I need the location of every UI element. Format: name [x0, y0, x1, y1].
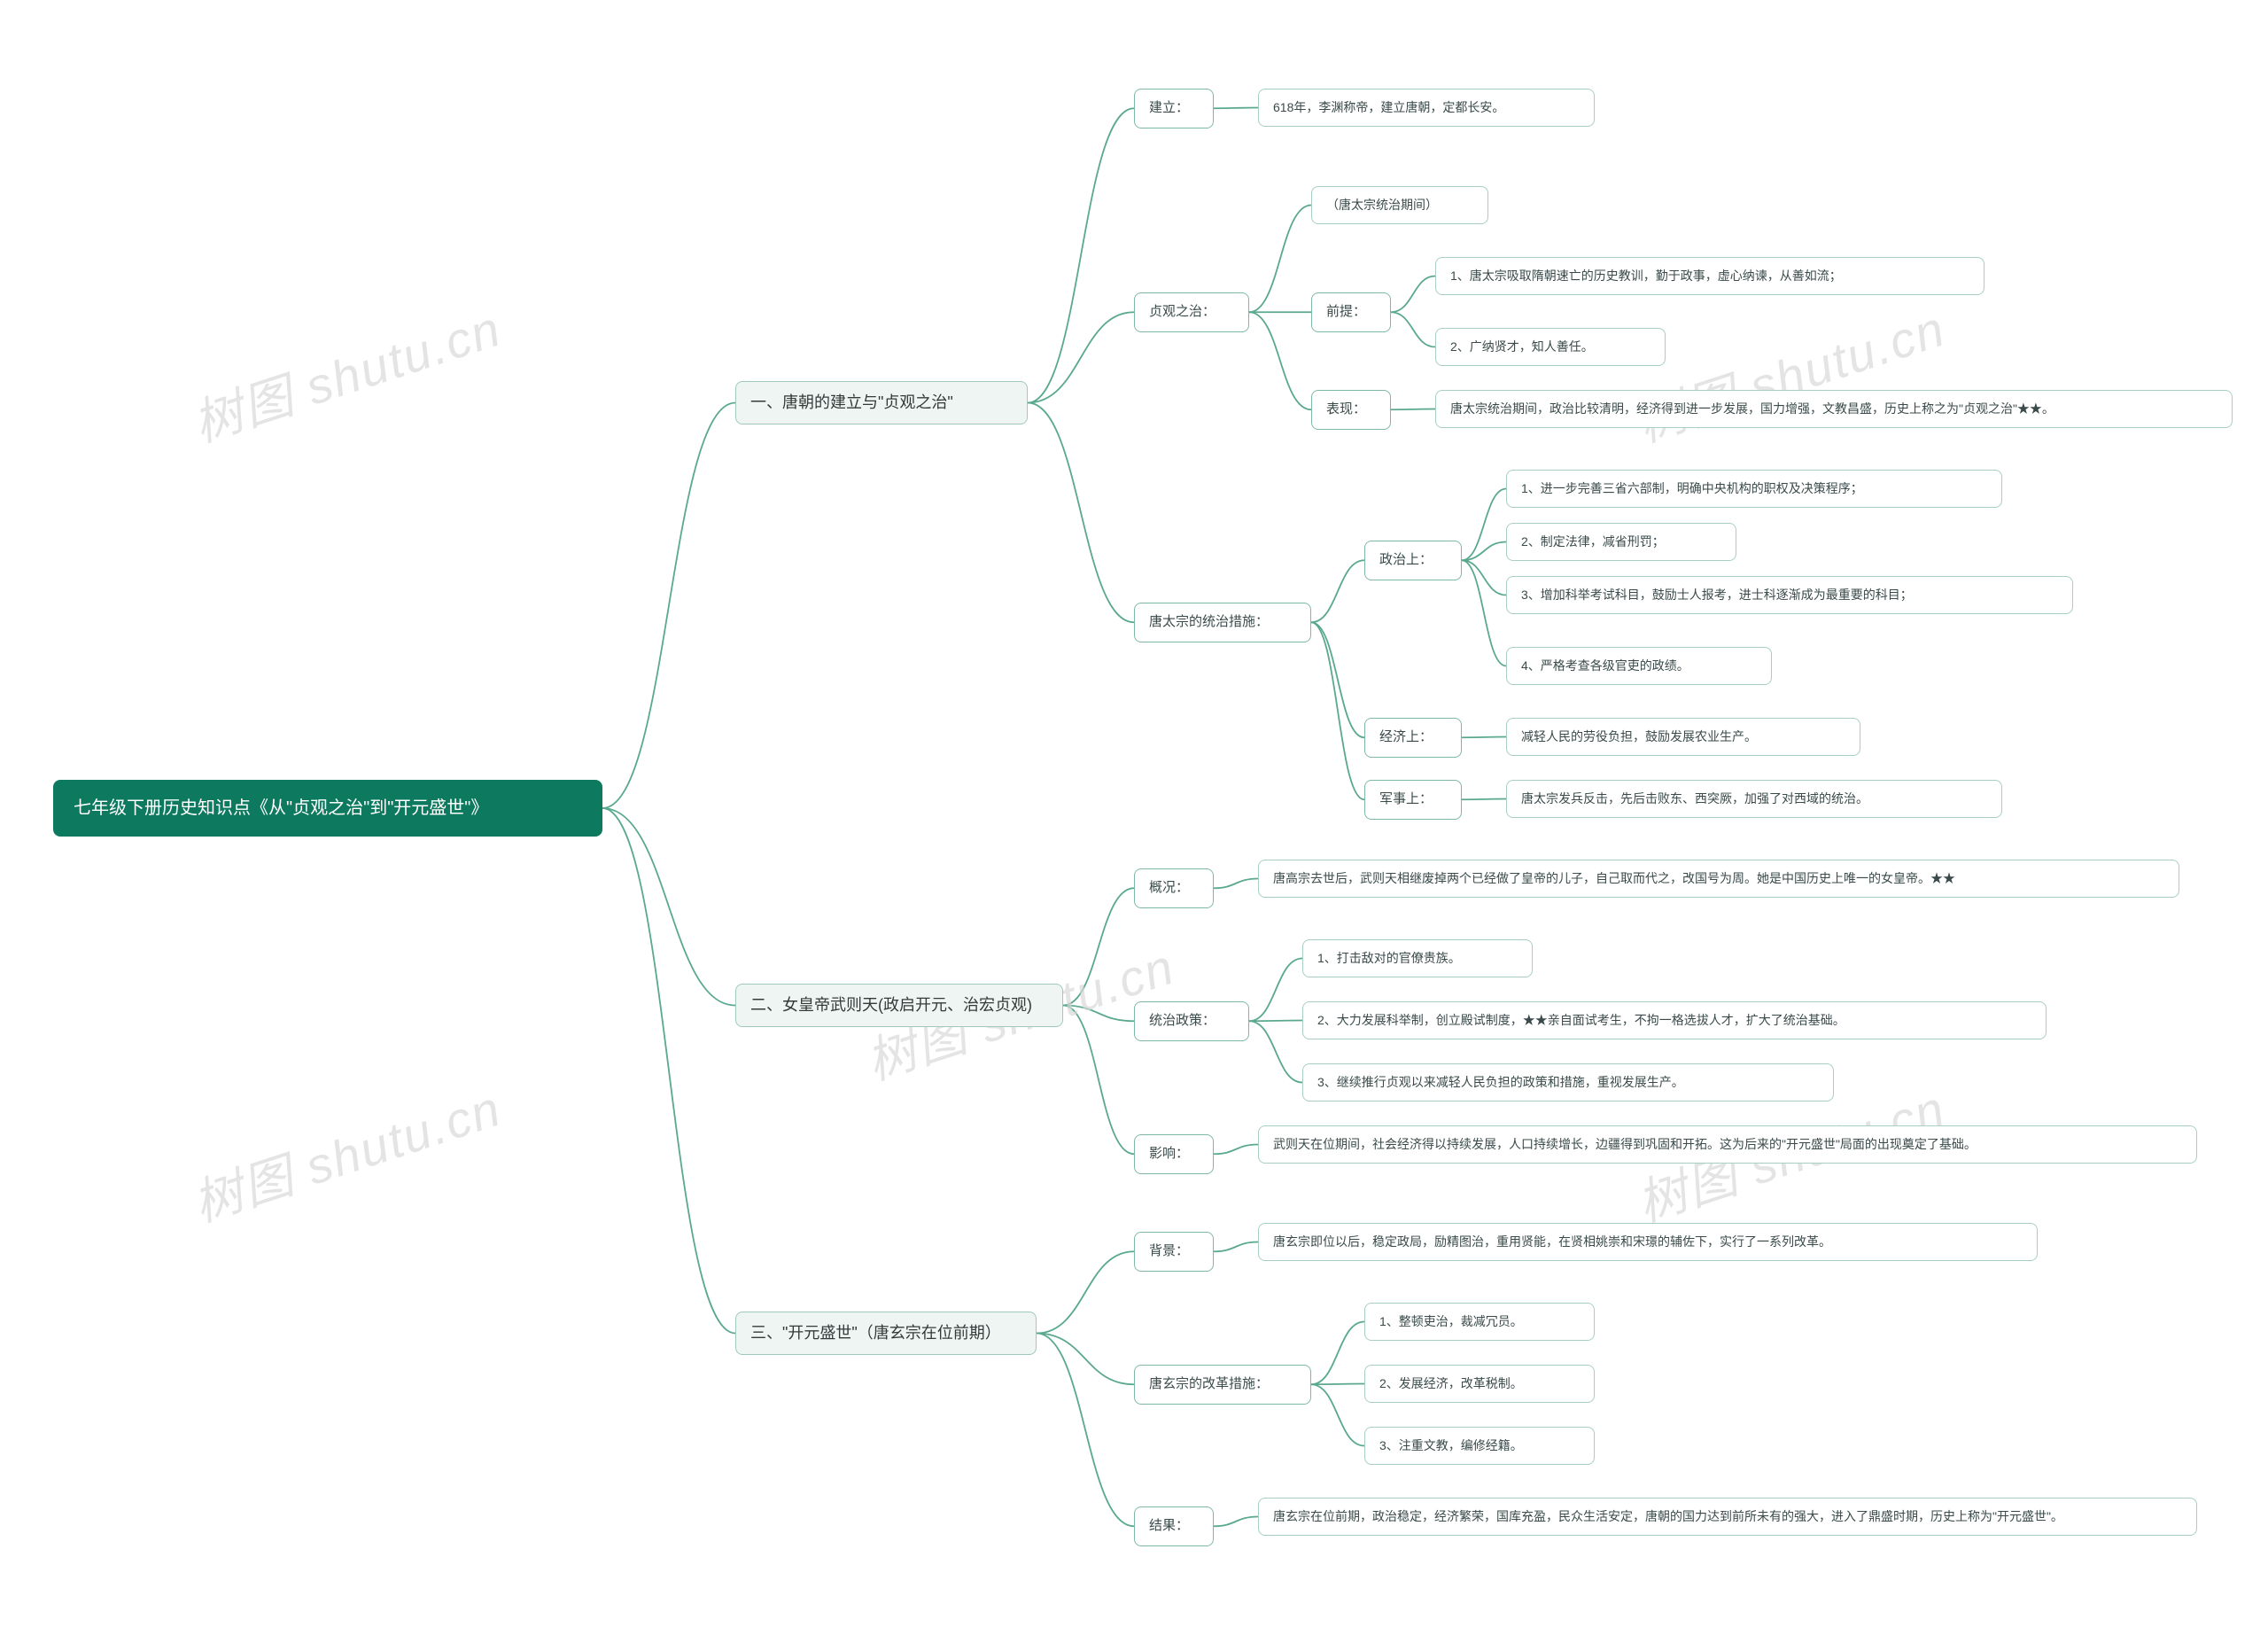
edge-s3_2-l3_2a — [1311, 1322, 1364, 1385]
node-l1_3_1a[interactable]: 1、进一步完善三省六部制，明确中央机构的职权及决策程序； — [1506, 470, 2002, 508]
node-l1_2_2a[interactable]: 1、唐太宗吸取隋朝速亡的历史教训，勤于政事，虚心纳谏，从善如流； — [1435, 257, 1984, 295]
node-s1_3[interactable]: 唐太宗的统治措施： — [1134, 603, 1311, 642]
node-l3_2a[interactable]: 1、整顿吏治，裁减冗员。 — [1364, 1303, 1595, 1341]
edge-b1-s1_3 — [1028, 403, 1134, 623]
edge-b3-s3_2 — [1037, 1334, 1134, 1385]
node-s1_3_1[interactable]: 政治上： — [1364, 541, 1462, 580]
edge-b2-s2_3 — [1063, 1006, 1134, 1155]
node-l2_3[interactable]: 武则天在位期间，社会经济得以持续发展，人口持续增长，边疆得到巩固和开拓。这为后来… — [1258, 1125, 2197, 1164]
node-l3_1[interactable]: 唐玄宗即位以后，稳定政局，励精图治，重用贤能，在贤相姚崇和宋璟的辅佐下，实行了一… — [1258, 1223, 2038, 1261]
node-l1_2_3[interactable]: 唐太宗统治期间，政治比较清明，经济得到进一步发展，国力增强，文教昌盛，历史上称之… — [1435, 390, 2233, 428]
edge-s2_3-l2_3 — [1214, 1145, 1258, 1155]
edge-s3_1-l3_1 — [1214, 1242, 1258, 1252]
edge-s2_2-l2_2c — [1249, 1021, 1302, 1082]
node-b2[interactable]: 二、女皇帝武则天(政启开元、治宏贞观) — [735, 984, 1063, 1027]
edge-root-b3 — [602, 808, 735, 1334]
edge-s3_3-l3_3 — [1214, 1517, 1258, 1527]
node-s2_3[interactable]: 影响： — [1134, 1134, 1214, 1174]
node-s1_1[interactable]: 建立： — [1134, 89, 1214, 128]
edge-b1-s1_2 — [1028, 312, 1134, 402]
node-l1_2_2b[interactable]: 2、广纳贤才，知人善任。 — [1435, 328, 1666, 366]
node-s3_3[interactable]: 结果： — [1134, 1506, 1214, 1546]
watermark: 树图 shutu.cn — [183, 1069, 509, 1236]
node-s3_1[interactable]: 背景： — [1134, 1232, 1214, 1272]
node-l1_3_1b[interactable]: 2、制定法律，减省刑罚； — [1506, 523, 1736, 561]
node-l1_3_1c[interactable]: 3、增加科举考试科目，鼓励士人报考，进士科逐渐成为最重要的科目； — [1506, 576, 2073, 614]
node-l3_2b[interactable]: 2、发展经济，改革税制。 — [1364, 1365, 1595, 1403]
node-l2_2b[interactable]: 2、大力发展科举制，创立殿试制度，★★亲自面试考生，不拘一格选拔人才，扩大了统治… — [1302, 1001, 2047, 1039]
node-s1_2_2[interactable]: 前提： — [1311, 292, 1391, 332]
edge-s1_3_1-l1_3_1c — [1462, 560, 1506, 595]
edge-s1_2-s1_2_3 — [1249, 312, 1311, 409]
edge-b2-s2_1 — [1063, 888, 1134, 1005]
edge-b1-s1_1 — [1028, 108, 1134, 402]
edge-root-b2 — [602, 808, 735, 1006]
node-l1_1_1[interactable]: 618年，李渊称帝，建立唐朝，定都长安。 — [1258, 89, 1595, 127]
node-l2_2a[interactable]: 1、打击敌对的官僚贵族。 — [1302, 939, 1533, 977]
node-s2_2[interactable]: 统治政策： — [1134, 1001, 1249, 1041]
watermark: 树图 shutu.cn — [183, 289, 509, 456]
node-b1[interactable]: 一、唐朝的建立与"贞观之治" — [735, 381, 1028, 424]
node-s2_1[interactable]: 概况： — [1134, 868, 1214, 908]
node-s1_2[interactable]: 贞观之治： — [1134, 292, 1249, 332]
edge-s1_2_3-l1_2_3 — [1391, 409, 1435, 410]
node-l2_1[interactable]: 唐高宗去世后，武则天相继废掉两个已经做了皇帝的儿子，自己取而代之，改国号为周。她… — [1258, 860, 2179, 898]
edge-s1_3_1-l1_3_1d — [1462, 560, 1506, 666]
edge-s1_3_2-l1_3_2 — [1462, 737, 1506, 738]
edge-s2_2-l2_2b — [1249, 1021, 1302, 1022]
mindmap-canvas: 树图 shutu.cn树图 shutu.cn树图 shutu.cn树图 shut… — [0, 0, 2268, 1627]
edge-s2_2-l2_2a — [1249, 959, 1302, 1022]
node-b3[interactable]: 三、"开元盛世"（唐玄宗在位前期） — [735, 1312, 1037, 1355]
node-l1_3_2[interactable]: 减轻人民的劳役负担，鼓励发展农业生产。 — [1506, 718, 1860, 756]
node-l3_3[interactable]: 唐玄宗在位前期，政治稳定，经济繁荣，国库充盈，民众生活安定，唐朝的国力达到前所未… — [1258, 1498, 2197, 1536]
edge-s2_1-l2_1 — [1214, 879, 1258, 889]
edge-s1_3_3-l1_3_3 — [1462, 799, 1506, 800]
node-s1_2_3[interactable]: 表现： — [1311, 390, 1391, 430]
edge-s1_3-s1_3_3 — [1311, 622, 1364, 799]
node-s1_3_3[interactable]: 军事上： — [1364, 780, 1462, 820]
edge-root-b1 — [602, 403, 735, 809]
edge-b3-s3_3 — [1037, 1334, 1134, 1527]
edge-b3-s3_1 — [1037, 1251, 1134, 1333]
node-l2_2c[interactable]: 3、继续推行贞观以来减轻人民负担的政策和措施，重视发展生产。 — [1302, 1063, 1834, 1102]
node-s1_3_2[interactable]: 经济上： — [1364, 718, 1462, 758]
edge-s1_3_1-l1_3_1a — [1462, 489, 1506, 561]
edge-s1_2_2-l1_2_2b — [1391, 312, 1435, 346]
edge-s1_3_1-l1_3_1b — [1462, 542, 1506, 561]
edge-s3_2-l3_2b — [1311, 1384, 1364, 1385]
edge-s3_2-l3_2c — [1311, 1384, 1364, 1445]
node-l1_3_1d[interactable]: 4、严格考查各级官吏的政绩。 — [1506, 647, 1772, 685]
watermark: 树图 shutu.cn — [1627, 289, 1953, 456]
node-l1_3_3[interactable]: 唐太宗发兵反击，先后击败东、西突厥，加强了对西域的统治。 — [1506, 780, 2002, 818]
edge-b2-s2_2 — [1063, 1006, 1134, 1022]
edge-s1_3-s1_3_2 — [1311, 622, 1364, 737]
edge-s1_3-s1_3_1 — [1311, 560, 1364, 622]
node-s3_2[interactable]: 唐玄宗的改革措施： — [1134, 1365, 1311, 1405]
edge-s1_2-l1_2_1 — [1249, 206, 1311, 313]
node-l3_2c[interactable]: 3、注重文教，编修经籍。 — [1364, 1427, 1595, 1465]
edge-s1_2_2-l1_2_2a — [1391, 276, 1435, 313]
node-l1_2_1[interactable]: （唐太宗统治期间） — [1311, 186, 1488, 224]
edge-s1_1-l1_1_1 — [1214, 108, 1258, 109]
node-root[interactable]: 七年级下册历史知识点《从"贞观之治"到"开元盛世"》 — [53, 780, 602, 837]
